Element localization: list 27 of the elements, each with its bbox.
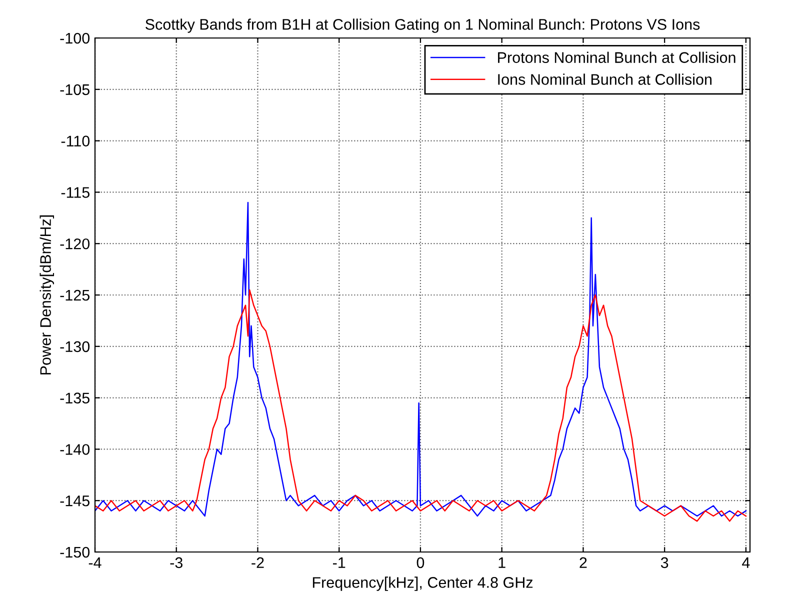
y-tick-label: -100 xyxy=(60,32,90,44)
x-tick-label: -2 xyxy=(252,557,264,568)
line-series xyxy=(95,202,747,517)
y-tick-label: -140 xyxy=(60,444,90,455)
y-tick-label: -145 xyxy=(60,496,90,506)
y-axis-title: Power Density[dBm/Hz] xyxy=(40,215,54,374)
y-tick-label: -105 xyxy=(60,84,90,96)
x-tick-label: 4 xyxy=(742,557,750,568)
y-tick-label: -130 xyxy=(60,341,90,352)
x-axis-title: Frequency[kHz], Center 4.8 GHz xyxy=(312,576,533,591)
x-tick-label: -1 xyxy=(332,557,346,568)
chart-title: Scottky Bands from B1H at Collision Gating on 1 Nominal Bunch: Protons VS Ions xyxy=(146,18,700,33)
y-tick-label: -110 xyxy=(61,136,90,146)
x-tick-label: 3 xyxy=(660,557,668,568)
x-tick-label: 2 xyxy=(580,557,587,568)
y-tick-label: -125 xyxy=(60,290,90,301)
x-tick-label: 0 xyxy=(416,557,424,568)
x-tick-label: -4 xyxy=(88,557,102,568)
legend-label: Ions Nominal Bunch at Collision xyxy=(498,74,712,85)
y-tick-label: -150 xyxy=(60,546,90,558)
y-tick-label: -115 xyxy=(61,187,90,198)
line-series xyxy=(95,289,747,522)
legend-label: Protons Nominal Bunch at Collision xyxy=(498,52,736,63)
x-tick-label: 1 xyxy=(498,557,506,568)
y-tick-label: -135 xyxy=(60,392,90,404)
x-tick-label: -3 xyxy=(170,557,182,568)
y-tick-label: -120 xyxy=(60,238,90,250)
